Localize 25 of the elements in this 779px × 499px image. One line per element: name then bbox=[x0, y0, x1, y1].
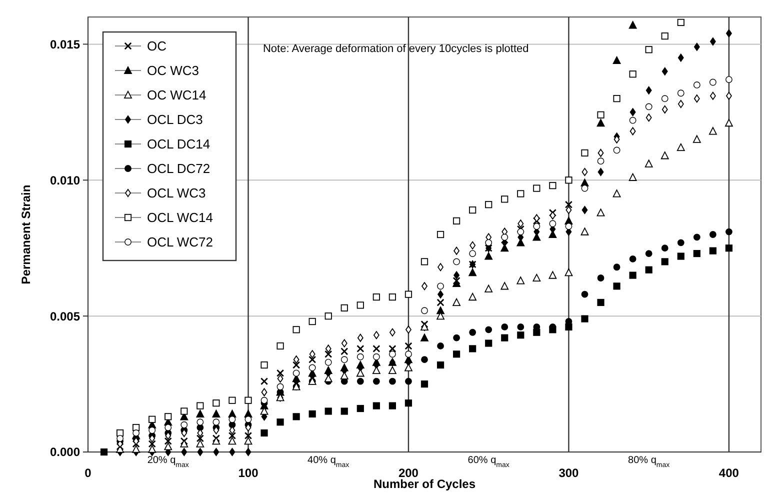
y-axis-title: Permanent Strain bbox=[19, 184, 33, 284]
y-tick-label: 0.015 bbox=[50, 37, 80, 52]
x-tick-label: 300 bbox=[558, 466, 580, 480]
y-tick-label: 0.000 bbox=[50, 445, 80, 460]
legend-label: OC WC3 bbox=[147, 63, 199, 78]
x-tick-label: 0 bbox=[84, 466, 92, 480]
legend-label: OCL DC72 bbox=[147, 161, 210, 176]
legend-label: OCL DC14 bbox=[147, 136, 210, 152]
legend-label: OC bbox=[147, 38, 166, 54]
text: 60% q$_{max}$ bbox=[468, 455, 510, 468]
text: 40% q$_{max}$ bbox=[308, 455, 350, 468]
legend-label: OCL WC3 bbox=[147, 186, 206, 201]
x-tick-label: 400 bbox=[718, 466, 740, 480]
text: 80% q$_{max}$ bbox=[628, 455, 670, 468]
x-tick-label: 100 bbox=[238, 466, 259, 480]
text: 20% q$_{max}$ bbox=[147, 455, 190, 468]
y-tick-label: 0.010 bbox=[50, 173, 80, 188]
legend-label: OCL WC14 bbox=[147, 210, 213, 226]
legend-label: OC WC14 bbox=[147, 88, 206, 103]
x-axis-title: Number of Cycles bbox=[373, 477, 476, 491]
legend-label: OCL DC3 bbox=[147, 112, 203, 128]
legend-label: OCL WC72 bbox=[147, 234, 213, 250]
annotation: Note: Average deformation of every 10cycles is plotted bbox=[262, 43, 529, 55]
x-tick-label: 200 bbox=[398, 466, 419, 480]
y-tick-label: 0.005 bbox=[50, 309, 80, 324]
